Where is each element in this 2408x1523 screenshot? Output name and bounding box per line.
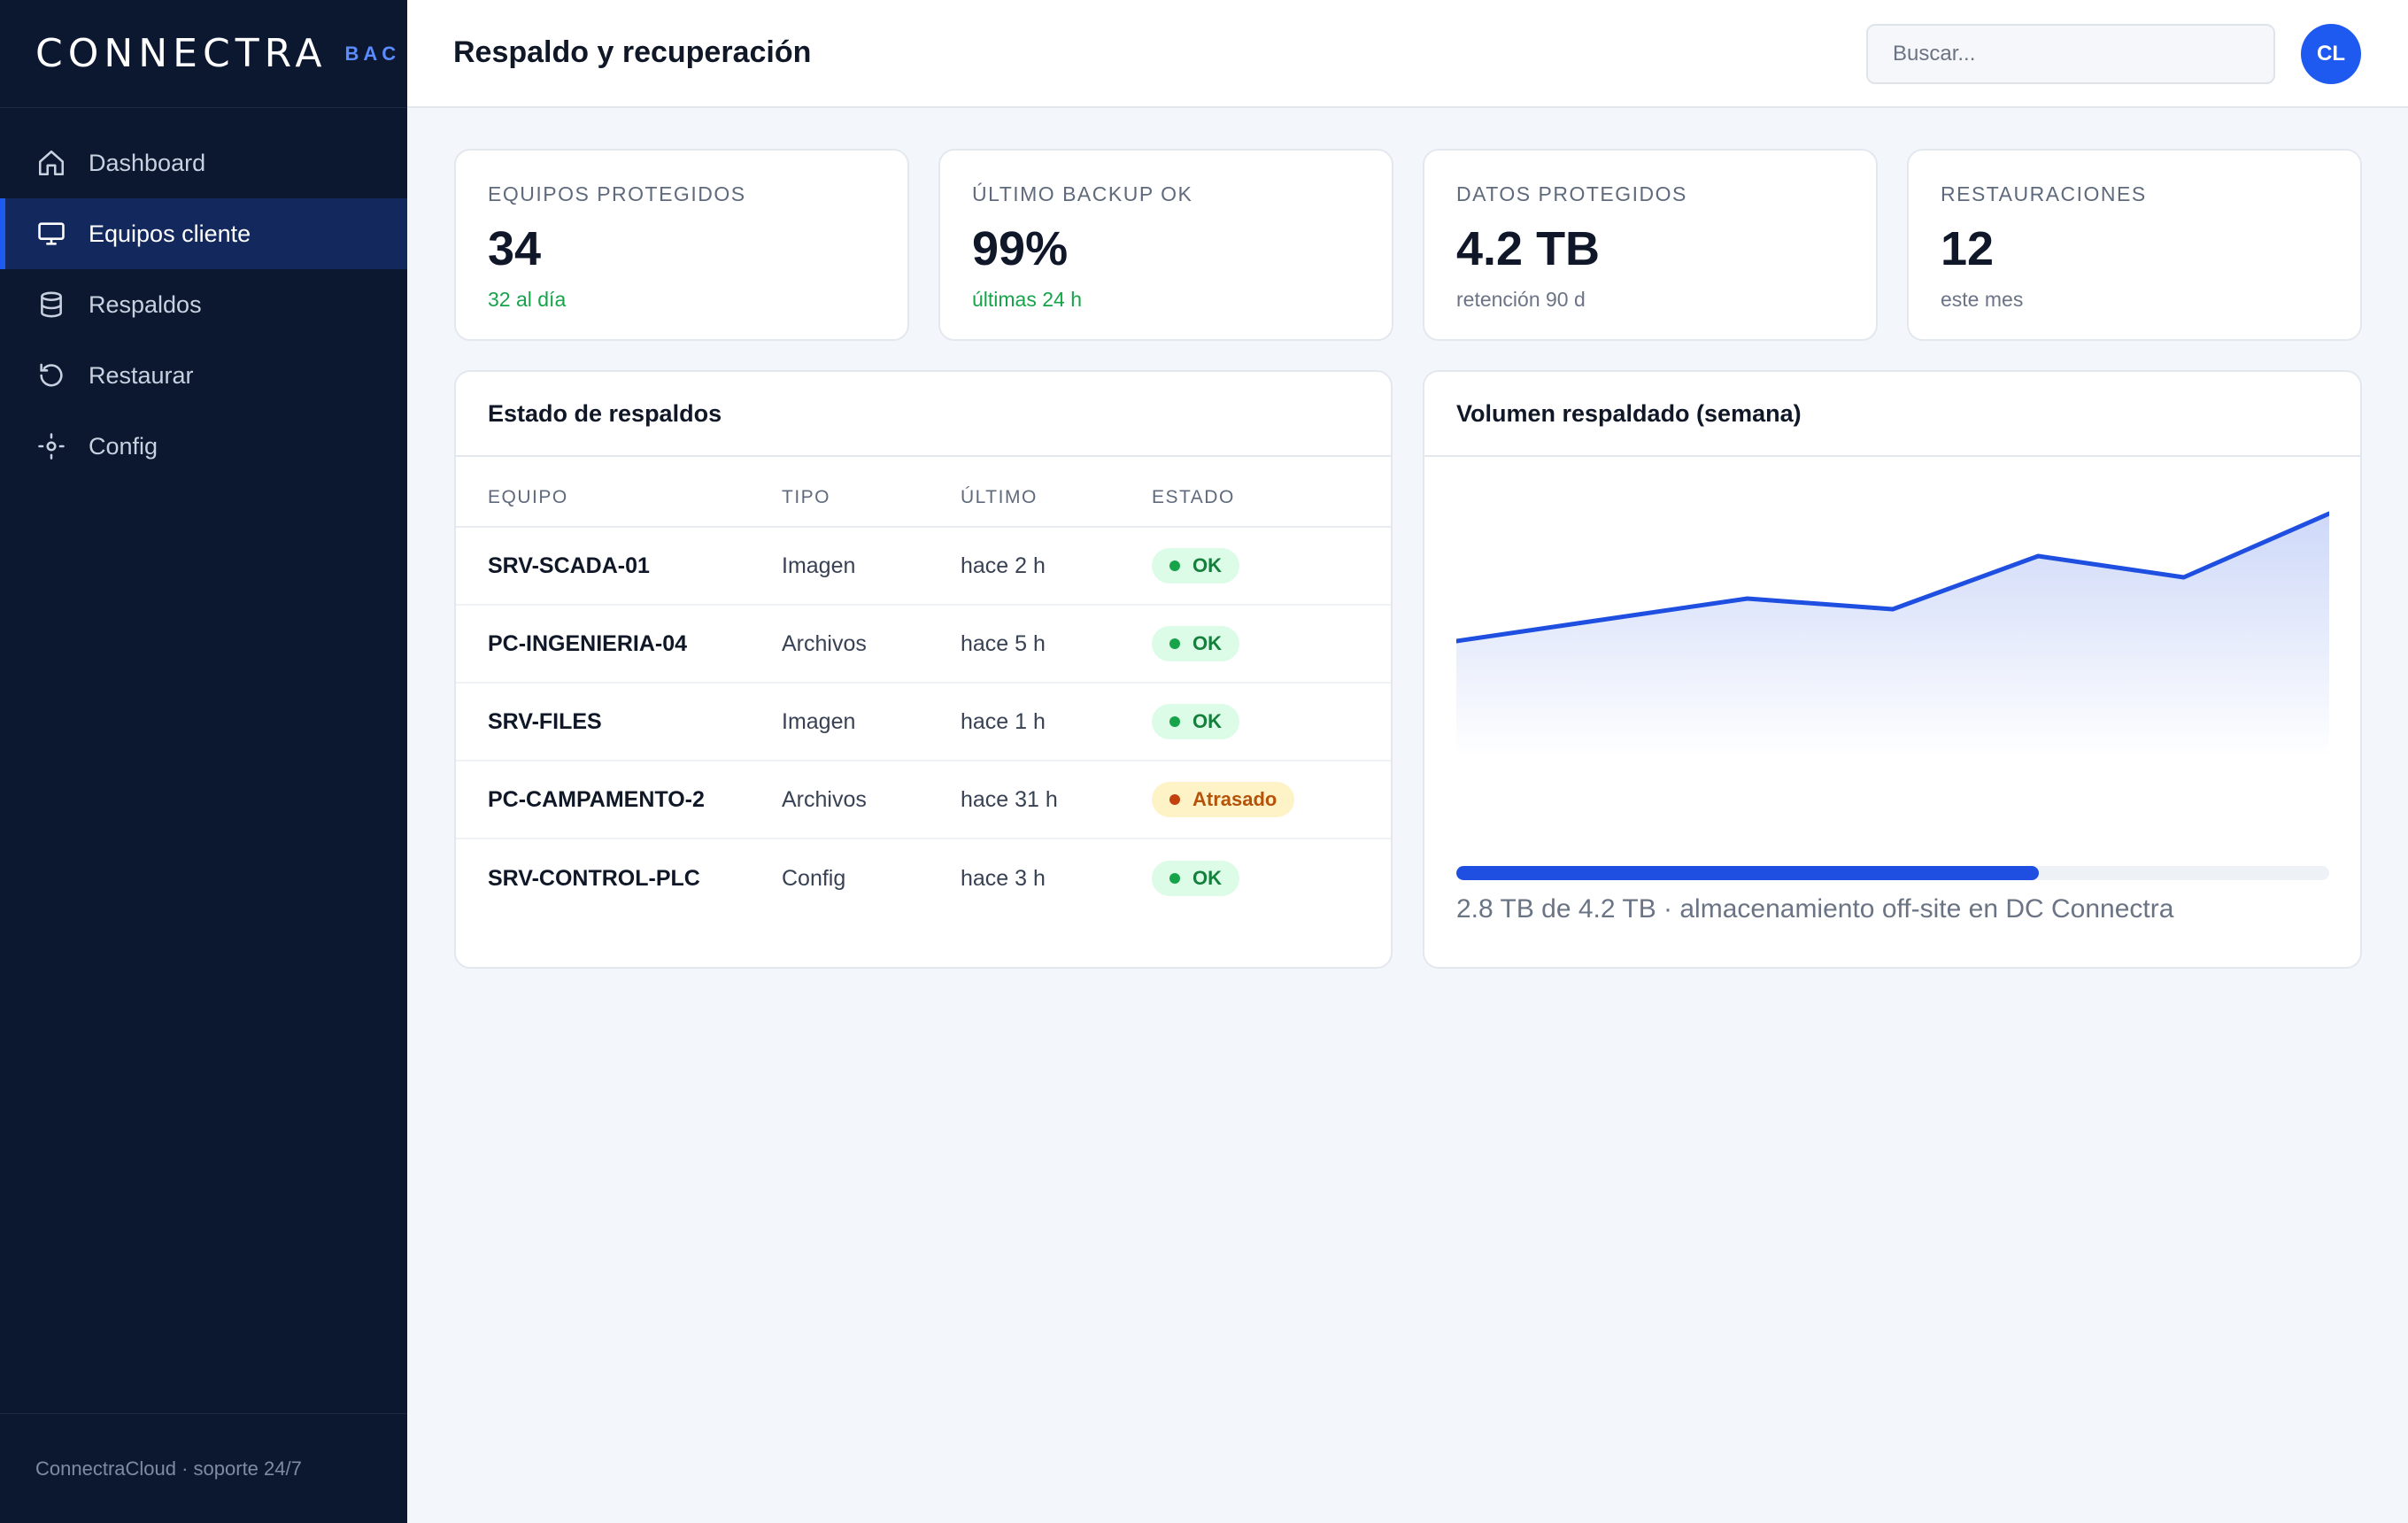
avatar[interactable]: CL	[2301, 24, 2361, 84]
kpi-label: ÚLTIMO BACKUP OK	[972, 182, 1193, 205]
kpi-value: 4.2 TB	[1456, 222, 1601, 275]
cell-ultimo: hace 2 h	[961, 553, 1046, 578]
cell-tipo: Archivos	[782, 630, 867, 656]
panel-title: Volumen respaldado (semana)	[1424, 372, 2360, 457]
kpi-value: 12	[1941, 222, 1995, 275]
brand-tag: BAC	[344, 42, 401, 65]
sidebar-item-config[interactable]: Config	[0, 411, 407, 482]
sidebar-nav: Dashboard Equipos cliente Respaldos Rest…	[0, 128, 407, 482]
sidebar-item-label: Dashboard	[89, 149, 206, 176]
storage-progress-fill	[1456, 866, 2039, 880]
table-body: SRV-SCADA-01 Imagen hace 2 h OK PC-INGEN…	[456, 528, 1391, 917]
sidebar-item-label: Config	[89, 432, 158, 460]
sidebar-item-respaldos[interactable]: Respaldos	[0, 269, 407, 340]
status-dot-icon	[1169, 716, 1180, 727]
kpi-sub: este mes	[1941, 288, 2024, 311]
status-badge: OK	[1152, 548, 1239, 584]
status-badge: Atrasado	[1152, 782, 1295, 817]
cell-tipo: Archivos	[782, 786, 867, 812]
status-badge: OK	[1152, 626, 1239, 661]
cell-ultimo: hace 31 h	[961, 786, 1058, 812]
kpi-label: EQUIPOS PROTEGIDOS	[488, 182, 746, 205]
status-badge: OK	[1152, 704, 1239, 739]
sidebar-item-dashboard[interactable]: Dashboard	[0, 128, 407, 198]
sidebar-footer: ConnectraCloud · soporte 24/7	[0, 1413, 407, 1523]
chart-area-fill	[1456, 514, 2329, 758]
brand-logo[interactable]: CONNECTRA BAC	[0, 0, 407, 108]
kpi-label: RESTAURACIONES	[1941, 182, 2147, 205]
kpi-card-ultimo-backup: ÚLTIMO BACKUP OK 99% últimas 24 h	[938, 149, 1393, 341]
table-row[interactable]: SRV-FILES Imagen hace 1 h OK	[456, 684, 1391, 762]
database-icon	[35, 289, 67, 321]
status-label: OK	[1192, 710, 1222, 732]
status-dot-icon	[1169, 638, 1180, 649]
column-header-ultimo[interactable]: ÚLTIMO	[961, 487, 1038, 507]
brand-name: CONNECTRA	[35, 31, 328, 76]
kpi-card-datos-protegidos: DATOS PROTEGIDOS 4.2 TB retención 90 d	[1423, 149, 1878, 341]
status-dot-icon	[1169, 873, 1180, 884]
kpi-card-restauraciones: RESTAURACIONES 12 este mes	[1907, 149, 2362, 341]
cell-equipo: SRV-SCADA-01	[488, 553, 650, 578]
table-row[interactable]: PC-INGENIERIA-04 Archivos hace 5 h OK	[456, 606, 1391, 684]
cell-equipo: PC-INGENIERIA-04	[488, 630, 688, 656]
cell-ultimo: hace 3 h	[961, 865, 1046, 891]
status-badge: OK	[1152, 861, 1239, 896]
kpi-value: 99%	[972, 222, 1069, 275]
column-header-equipo[interactable]: EQUIPO	[488, 487, 568, 507]
settings-icon	[35, 430, 67, 462]
sidebar-item-label: Equipos cliente	[89, 220, 251, 247]
status-label: OK	[1192, 867, 1222, 889]
restore-icon	[35, 359, 67, 391]
cell-equipo: SRV-CONTROL-PLC	[488, 865, 700, 891]
storage-caption: 2.8 TB de 4.2 TB · almacenamiento off-si…	[1456, 894, 2174, 924]
kpi-value: 34	[488, 222, 542, 275]
chart-series-line	[1454, 511, 2332, 644]
cell-ultimo: hace 1 h	[961, 708, 1046, 734]
page-title: Respaldo y recuperación	[453, 35, 812, 69]
monitor-icon	[35, 218, 67, 250]
column-header-tipo[interactable]: TIPO	[782, 487, 831, 507]
volume-chart	[1454, 483, 2332, 758]
backup-status-panel: Estado de respaldos EQUIPO TIPO ÚLTIMO E…	[454, 370, 1393, 969]
kpi-card-equipos-protegidos: EQUIPOS PROTEGIDOS 34 32 al día	[454, 149, 909, 341]
kpi-sub: retención 90 d	[1456, 288, 1586, 311]
kpi-sub: últimas 24 h	[972, 288, 1083, 311]
table-row[interactable]: SRV-SCADA-01 Imagen hace 2 h OK	[456, 528, 1391, 606]
sidebar-item-label: Respaldos	[89, 290, 202, 318]
home-icon	[35, 147, 67, 179]
kpi-sub: 32 al día	[488, 288, 567, 311]
status-label: OK	[1192, 554, 1222, 576]
cell-equipo: PC-CAMPAMENTO-2	[488, 786, 705, 812]
sidebar: CONNECTRA BAC Dashboard Equipos cliente …	[0, 0, 407, 1523]
column-header-estado[interactable]: ESTADO	[1152, 487, 1235, 507]
status-dot-icon	[1169, 560, 1180, 571]
kpi-label: DATOS PROTEGIDOS	[1456, 182, 1687, 205]
cell-tipo: Config	[782, 865, 846, 891]
status-label: Atrasado	[1192, 788, 1277, 810]
sidebar-item-label: Restaurar	[89, 361, 194, 389]
volume-chart-svg	[1454, 511, 2332, 758]
status-label: OK	[1192, 632, 1222, 654]
table-header: EQUIPO TIPO ÚLTIMO ESTADO	[456, 457, 1391, 528]
sidebar-item-restaurar[interactable]: Restaurar	[0, 340, 407, 411]
table-row[interactable]: PC-CAMPAMENTO-2 Archivos hace 31 h Atras…	[456, 762, 1391, 839]
cell-ultimo: hace 5 h	[961, 630, 1046, 656]
table-row[interactable]: SRV-CONTROL-PLC Config hace 3 h OK	[456, 839, 1391, 917]
cell-equipo: SRV-FILES	[488, 708, 602, 734]
storage-progress-bar	[1456, 866, 2329, 880]
search-input[interactable]	[1866, 24, 2275, 84]
sidebar-item-equipos-cliente[interactable]: Equipos cliente	[0, 198, 407, 269]
topbar: Respaldo y recuperación CL	[407, 0, 2408, 108]
cell-tipo: Imagen	[782, 708, 856, 734]
volume-panel: Volumen respaldado (semana) 2.8 TB de 4.…	[1423, 370, 2362, 969]
status-dot-icon	[1169, 794, 1180, 805]
panel-title: Estado de respaldos	[456, 372, 1391, 457]
cell-tipo: Imagen	[782, 553, 856, 578]
